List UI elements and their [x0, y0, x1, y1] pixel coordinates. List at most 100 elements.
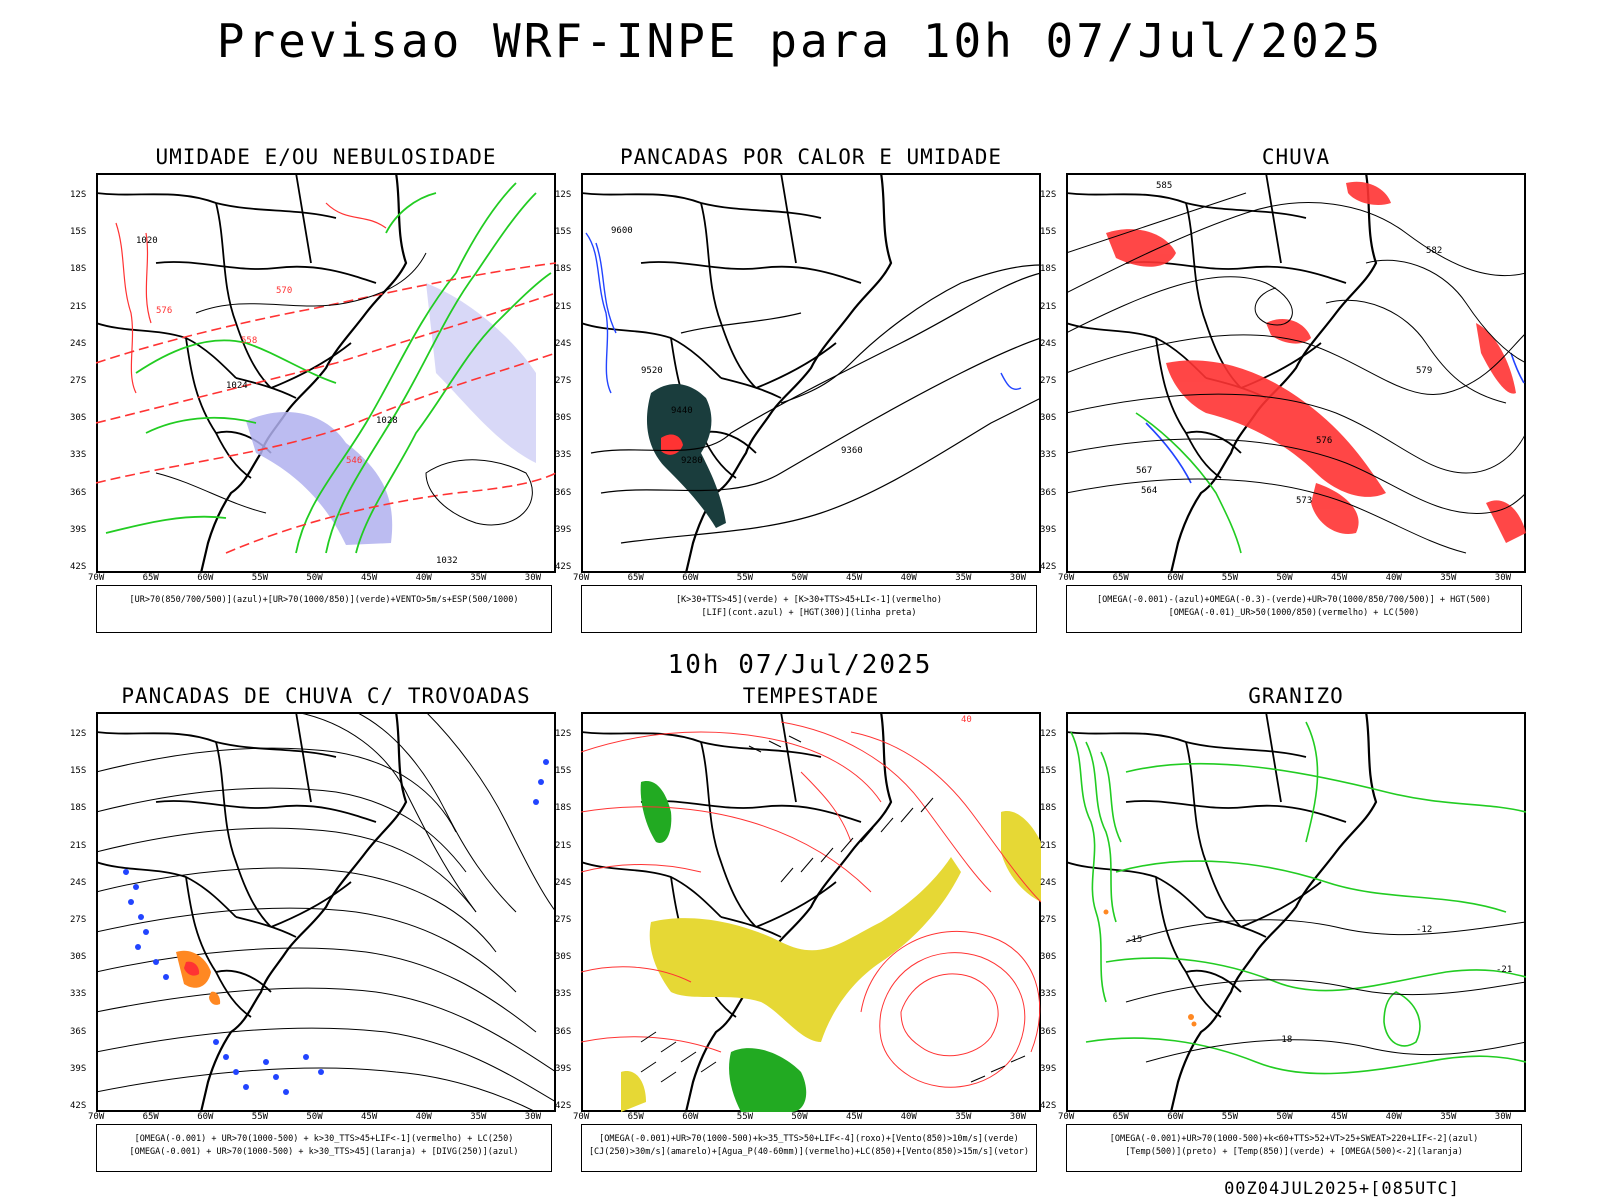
lon-tick-label: 50W: [791, 573, 808, 583]
contour-label: -18: [1276, 1035, 1292, 1045]
geo-lines: [581, 173, 893, 573]
lat-tick-label: 39S: [1040, 524, 1057, 535]
lon-tick-label: 40W: [900, 573, 917, 583]
map-pancadas-trovoadas: 12S 15S 18S 21S 24S 27S 30S 33S 36S 39S 42S 70W 65W 6…: [70, 712, 556, 1122]
panel-title: TEMPESTADE: [742, 684, 880, 708]
geo-lines: [581, 712, 893, 1112]
lat-tick-label: 36S: [555, 487, 572, 498]
lat-tick-label: 42S: [555, 1101, 572, 1111]
legend-tempestade: [OMEGA(-0.001)+UR>70(1000-500)+k>35_TTS>…: [581, 1124, 1037, 1172]
streamlines-red: [581, 721, 1041, 1088]
lat-tick-label: 21S: [70, 301, 87, 312]
lon-tick-label: 60W: [682, 573, 699, 583]
panel-pancadas-trovoadas: PANCADAS DE CHUVA C/ TROVOADAS: [70, 684, 576, 1184]
lon-tick-label: 40W: [1385, 573, 1402, 583]
legend-line: [OMEGA(-0.001)+UR>70(1000-500)+k<60+TTS>…: [1109, 1134, 1479, 1144]
map-umidade-svg: 1020 1024 1028 1032 546 558 570 576: [96, 173, 556, 573]
mid-title: 10h 07/Jul/2025: [667, 650, 933, 680]
hgt300-contours: [590, 264, 1041, 544]
lon-tick-label: 55W: [1221, 573, 1239, 583]
lat-tick-label: 12S: [70, 190, 87, 200]
thickness-red-contours: [96, 262, 556, 554]
lat-tick-label: 27S: [1040, 376, 1057, 386]
lat-tick-label: 12S: [555, 729, 572, 739]
lat-tick-label: 15S: [555, 227, 572, 238]
legend-pancadas-calor: [K>30+TTS>45](verde) + [K>30+TTS>45+LI<-…: [581, 585, 1037, 633]
lon-tick-label: 55W: [1221, 1112, 1239, 1122]
lat-tick-label: 18S: [1040, 264, 1057, 275]
lat-tick-label: 21S: [1040, 840, 1057, 851]
omega-orange-fill: [1103, 909, 1197, 1027]
lat-tick-label: 33S: [70, 989, 87, 1000]
lat-tick-label: 36S: [70, 1026, 87, 1037]
contour-label: 567: [1136, 466, 1152, 476]
panel-pancadas-calor: PANCADAS POR CALOR E UMIDADE 9600 9520 944…: [555, 145, 1061, 645]
legend-umidade: [UR>70(850/700/500)](azul)+[UR>70(1000/8…: [96, 585, 552, 633]
lon-tick-label: 35W: [955, 573, 972, 583]
lif-blue-contours: [585, 232, 1022, 394]
map-pancadas-trovoadas-svg: [96, 712, 556, 1112]
lat-tick-label: 36S: [555, 1026, 572, 1037]
lon-tick-label: 65W: [1112, 573, 1129, 583]
lat-tick-label: 30S: [70, 413, 87, 424]
lon-tick-label: 35W: [955, 1112, 972, 1122]
lat-tick-label: 15S: [1040, 766, 1057, 777]
contour-label: 576: [1316, 436, 1332, 446]
map-pancadas-calor: 9600 9520 9440 9360 9280 12S 15S 18S 21S 24S 27S 3…: [555, 173, 1041, 583]
red-scribbles: [115, 202, 387, 394]
divergence-blue-dots: [123, 759, 549, 1095]
lat-tick-label: 18S: [555, 264, 572, 275]
lat-tick-label: 39S: [1040, 1063, 1057, 1074]
wind850-green-fill: [640, 781, 807, 1112]
lon-tick-label: 30W: [1009, 1112, 1027, 1122]
map-pancadas-calor-svg: 9600 9520 9440 9360 9280: [581, 173, 1041, 573]
legend-line: [K>30+TTS>45](verde) + [K>30+TTS>45+LI<-…: [675, 595, 943, 605]
lat-tick-label: 21S: [555, 301, 572, 312]
lon-tick-label: 35W: [470, 1112, 487, 1122]
contour-label: -12: [1416, 925, 1432, 935]
legend-chuva: [OMEGA(-0.001)-(azul)+OMEGA(-0.3)-(verde…: [1066, 585, 1522, 633]
lon-tick-label: 40W: [415, 573, 432, 583]
lat-tick-label: 39S: [70, 1063, 87, 1074]
thunderstorm-orange-red: [176, 950, 221, 1005]
lon-tick-label: 30W: [1494, 573, 1512, 583]
legend-line: [OMEGA(-0.001)-(azul)+OMEGA(-0.3)-(verde…: [1096, 595, 1492, 605]
lat-tick-label: 24S: [70, 877, 87, 888]
map-frame: [581, 712, 1041, 1112]
geo-lines: [1066, 712, 1378, 1112]
lon-tick-label: 35W: [1440, 573, 1457, 583]
geo-lines: [1066, 173, 1378, 573]
temp500-black-contours: [1125, 919, 1526, 1063]
contour-label: 40: [961, 715, 972, 725]
omega-green-contours: [1135, 412, 1242, 554]
lat-tick-label: 18S: [555, 803, 572, 814]
legend-line: [OMEGA(-0.01)_UR>50(1000/850)(vermelho) …: [1168, 608, 1420, 618]
lon-tick-label: 70W: [573, 573, 590, 583]
legend-line: [UR>70(850/700/500)](azul)+[UR>70(1000/8…: [129, 595, 519, 605]
contour-label: 576: [156, 306, 172, 316]
rain-red-fill: [1106, 181, 1526, 543]
panel-tempestade: TEMPESTADE: [555, 684, 1061, 1184]
pressure-contours: [155, 252, 533, 526]
lat-tick-label: 36S: [1040, 1026, 1057, 1037]
panel-title: PANCADAS DE CHUVA C/ TROVOADAS: [121, 684, 531, 708]
contour-label: 9280: [681, 456, 703, 466]
legend-line: [CJ(250)>30m/s](amarelo)+[Agua_P(40-60mm…: [588, 1147, 1030, 1157]
legend-line: [LIF](cont.azul) + [HGT(300)](linha pret…: [701, 608, 917, 618]
lon-tick-label: 65W: [1112, 1112, 1129, 1122]
lon-tick-label: 50W: [1276, 1112, 1293, 1122]
lon-tick-label: 70W: [88, 1112, 105, 1122]
contour-label: 9440: [671, 406, 693, 416]
contour-label: 1032: [436, 556, 458, 566]
lon-tick-label: 65W: [142, 1112, 159, 1122]
contour-label: -15: [1126, 935, 1142, 945]
contour-label: 585: [1156, 181, 1172, 191]
lat-tick-label: 15S: [1040, 227, 1057, 238]
lon-tick-label: 40W: [1385, 1112, 1402, 1122]
streamlines: [1066, 192, 1526, 554]
panel-umidade: UMIDADE E/OU NEBULOSIDADE: [70, 145, 576, 645]
lon-tick-label: 70W: [573, 1112, 590, 1122]
lat-tick-label: 27S: [555, 376, 572, 386]
lon-tick-label: 60W: [1167, 1112, 1184, 1122]
lon-tick-label: 50W: [791, 1112, 808, 1122]
